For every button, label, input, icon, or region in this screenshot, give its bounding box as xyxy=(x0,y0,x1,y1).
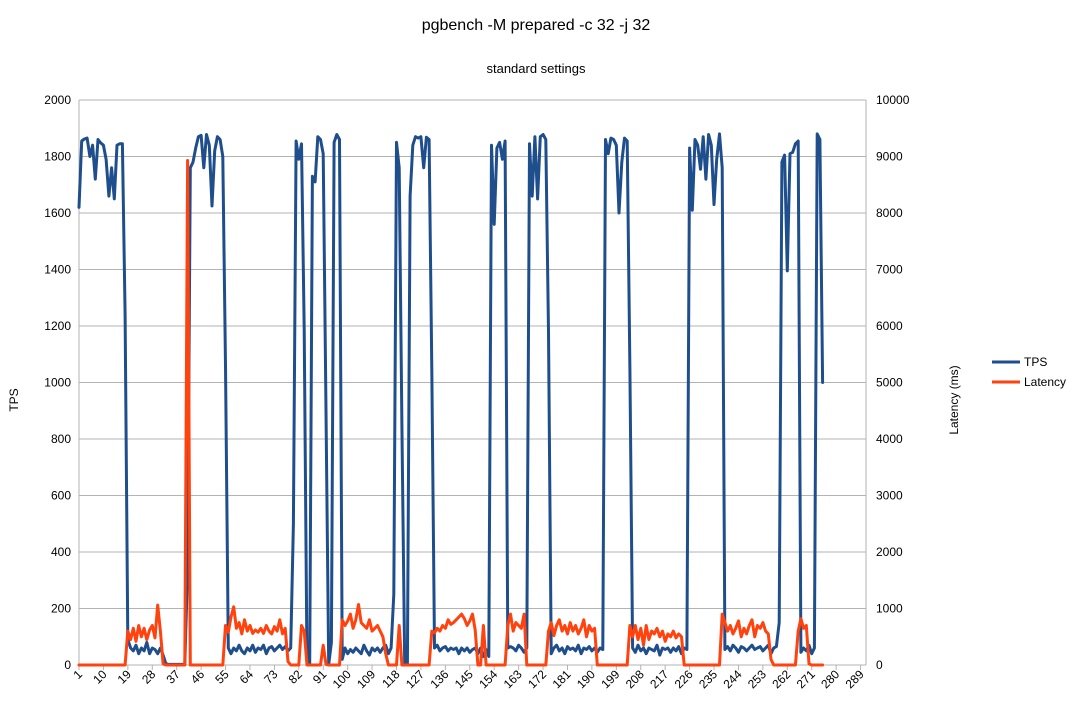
y2-tick-label: 5000 xyxy=(876,376,903,390)
x-tick-label: 46 xyxy=(188,667,208,687)
x-tick-label: 64 xyxy=(237,667,257,687)
x-tick-label: 181 xyxy=(550,667,574,691)
y2-tick-label: 0 xyxy=(876,658,883,672)
x-tick-label: 100 xyxy=(330,667,354,691)
y2-tick-label: 7000 xyxy=(876,263,903,277)
x-tick-label: 118 xyxy=(379,667,403,691)
y2-tick-label: 3000 xyxy=(876,489,903,503)
x-axis-ticks: 1 10 19 28 37 46 55 64 73 82 91 100 109 118 127 136 145 1… xyxy=(70,665,867,691)
legend: TPS Latency xyxy=(992,355,1066,389)
y-tick-label: 200 xyxy=(51,602,71,616)
x-tick-label: 199 xyxy=(598,667,622,691)
series-line-tps xyxy=(77,132,825,666)
x-tick-label: 244 xyxy=(721,667,745,691)
y-tick-label: 400 xyxy=(51,545,71,559)
y2-tick-label: 8000 xyxy=(876,206,903,220)
gridlines xyxy=(78,99,867,666)
right-axis-ticks: 0 1000 2000 3000 4000 5000 6000 7000 8000 9000 100… xyxy=(876,93,910,672)
y-tick-label: 2000 xyxy=(44,93,71,107)
x-tick-label: 262 xyxy=(769,667,793,691)
chart-title: pgbench -M prepared -c 32 -j 32 xyxy=(422,17,651,34)
y-tick-label: 1600 xyxy=(44,206,71,220)
series-line-latency xyxy=(77,159,825,667)
y2-tick-label: 9000 xyxy=(876,150,903,164)
legend-label: Latency xyxy=(1024,375,1066,389)
y-tick-label: 1200 xyxy=(44,319,71,333)
x-tick-label: 10 xyxy=(90,667,110,687)
y2-tick-label: 2000 xyxy=(876,545,903,559)
x-tick-label: 154 xyxy=(476,667,500,691)
y-tick-label: 1400 xyxy=(44,263,71,277)
x-tick-label: 190 xyxy=(574,667,598,691)
y2-tick-label: 1000 xyxy=(876,602,903,616)
y2-tick-label: 6000 xyxy=(876,319,903,333)
x-tick-label: 91 xyxy=(310,667,330,687)
x-tick-label: 136 xyxy=(427,667,451,691)
x-tick-label: 28 xyxy=(139,667,159,687)
x-tick-label: 19 xyxy=(115,667,135,687)
legend-label: TPS xyxy=(1024,355,1047,369)
x-tick-label: 109 xyxy=(354,667,378,691)
y2-tick-label: 10000 xyxy=(876,93,910,107)
x-tick-label: 82 xyxy=(286,667,306,687)
x-tick-label: 163 xyxy=(501,667,525,691)
x-tick-label: 217 xyxy=(647,667,671,691)
x-tick-label: 208 xyxy=(623,667,647,691)
x-tick-label: 289 xyxy=(843,667,867,691)
y2-tick-label: 4000 xyxy=(876,432,903,446)
y-tick-label: 1800 xyxy=(44,150,71,164)
x-tick-label: 280 xyxy=(818,667,842,691)
x-tick-label: 172 xyxy=(525,667,549,691)
x-tick-label: 73 xyxy=(261,667,281,687)
y-tick-label: 800 xyxy=(51,432,71,446)
x-tick-label: 145 xyxy=(452,667,476,691)
chart-subtitle: standard settings xyxy=(486,61,586,76)
x-tick-label: 253 xyxy=(745,667,769,691)
y2-axis-title: Latency (ms) xyxy=(947,365,961,434)
x-tick-label: 127 xyxy=(403,667,427,691)
x-tick-label: 1 xyxy=(70,667,85,682)
y-tick-label: 1000 xyxy=(44,376,71,390)
x-tick-label: 55 xyxy=(212,667,232,687)
x-tick-label: 271 xyxy=(794,667,818,691)
y-tick-label: 0 xyxy=(64,658,71,672)
x-tick-label: 235 xyxy=(696,667,720,691)
y-axis-title: TPS xyxy=(7,388,21,411)
left-axis-ticks: 0 200 400 600 800 1000 1200 1400 1600 1800 2000 xyxy=(44,93,71,672)
x-tick-label: 226 xyxy=(672,667,696,691)
x-tick-label: 37 xyxy=(163,667,183,687)
series-lines xyxy=(77,132,825,667)
y-tick-label: 600 xyxy=(51,489,71,503)
